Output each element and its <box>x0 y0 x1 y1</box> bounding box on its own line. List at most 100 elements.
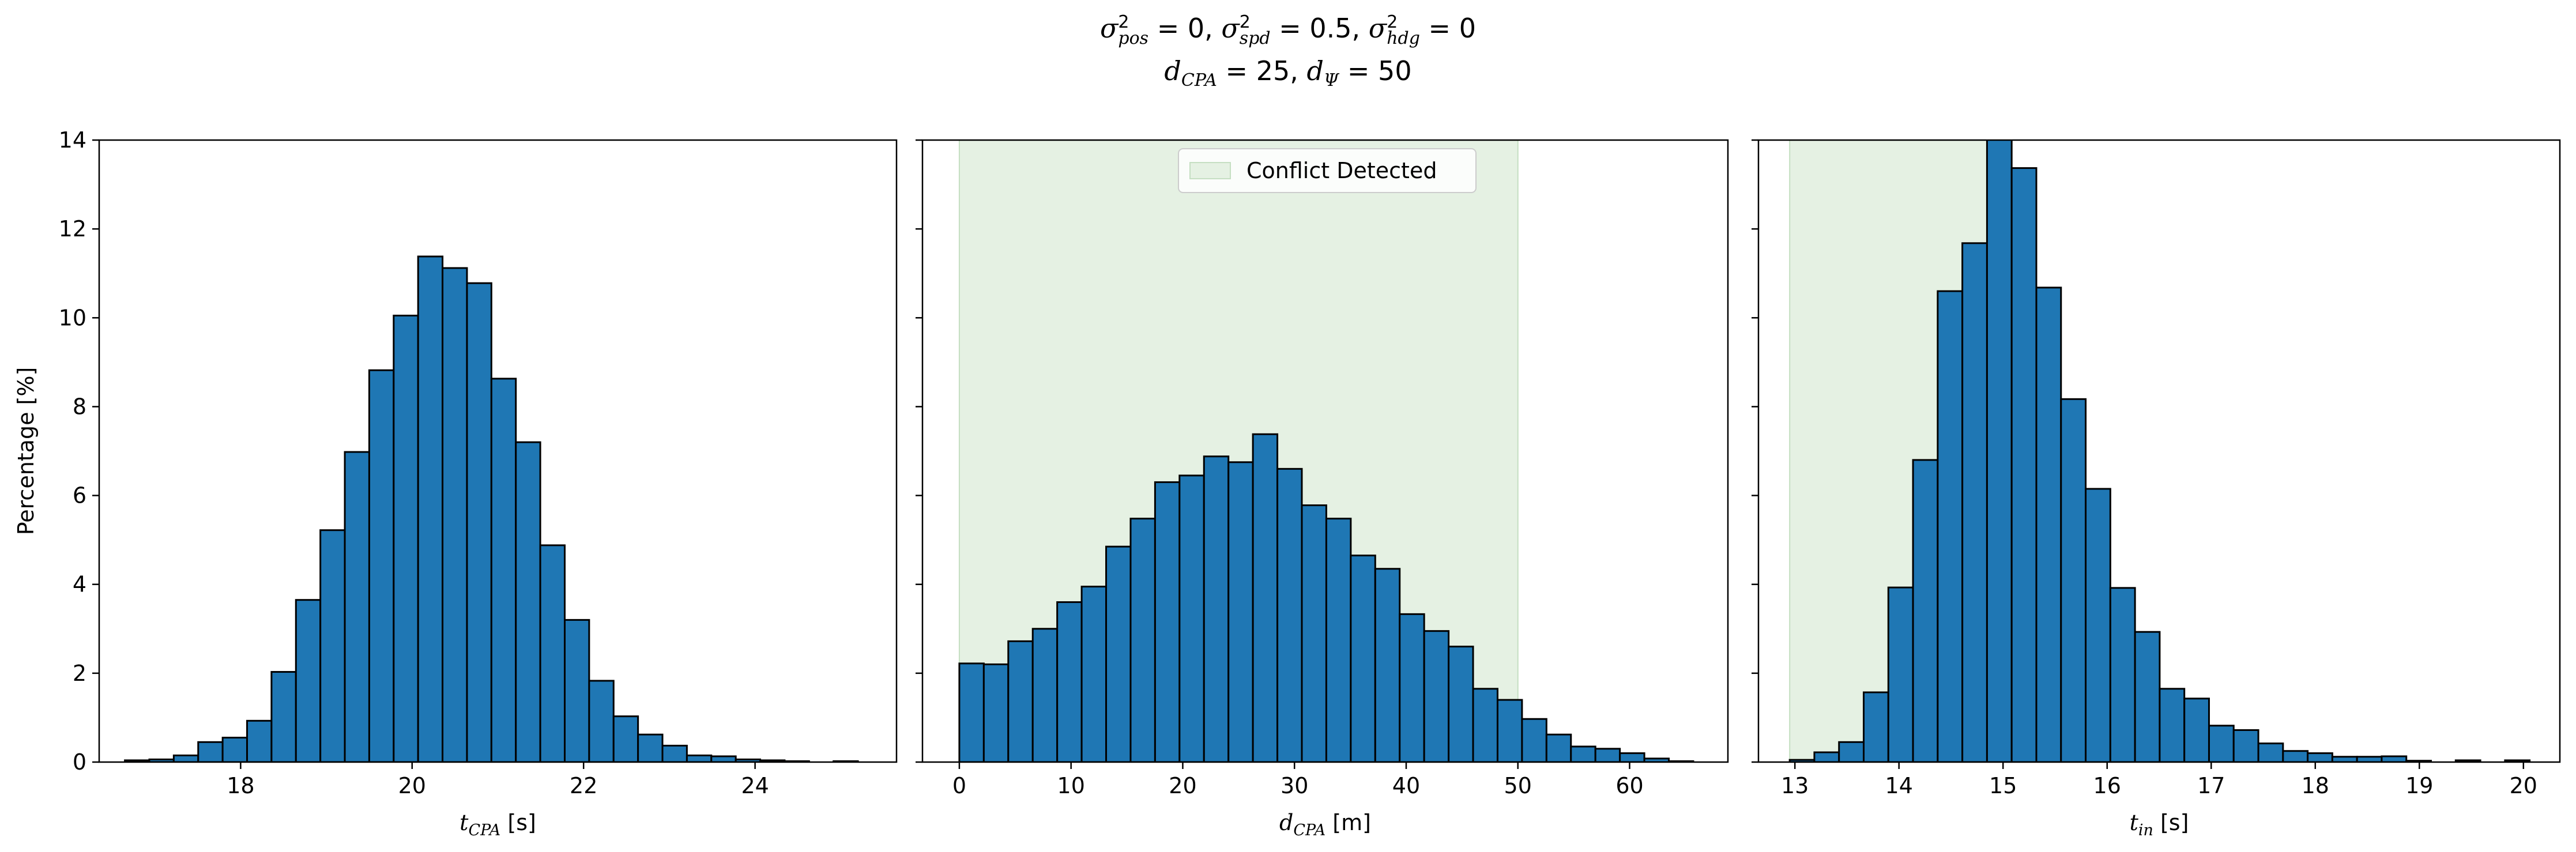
y-tick-label: 14 <box>59 127 86 153</box>
histogram-bar <box>197 741 224 762</box>
histogram-bar <box>1863 691 1889 762</box>
x-axis-label-1: tCPA [s] <box>460 810 536 839</box>
histogram-bar <box>612 715 639 762</box>
axes-frame-2 <box>921 139 1729 763</box>
histogram-bar <box>490 378 517 762</box>
histogram-bar <box>1619 752 1645 762</box>
histogram-bar <box>1570 745 1596 762</box>
histogram-bar <box>2307 752 2333 762</box>
title1-term-1: σ 2 spd = 0.5, <box>1221 12 1369 48</box>
axes-frame-1 <box>98 139 898 763</box>
x-tick-label: 60 <box>1615 773 1643 798</box>
histogram-bar <box>2010 167 2038 762</box>
y-tick-label: 0 <box>73 749 86 775</box>
x-tick-label: 18 <box>227 773 254 798</box>
histogram-bar <box>1080 586 1108 762</box>
histogram-bar <box>1105 545 1132 762</box>
x-tick-label: 18 <box>2302 773 2329 798</box>
histogram-bar <box>1301 504 1327 762</box>
histogram-bar <box>2134 631 2161 762</box>
histogram-bar <box>1129 518 1156 762</box>
histogram-bar <box>2331 756 2358 762</box>
histogram-bar <box>295 599 322 762</box>
legend-box <box>1178 148 1477 193</box>
plot-area-3 <box>1788 140 2531 762</box>
y-axis-label: Percentage [%] <box>13 367 39 536</box>
x-tick-label: 20 <box>2510 773 2537 798</box>
histogram-bar <box>1056 601 1083 762</box>
x-tick-label: 50 <box>1504 773 1532 798</box>
legend-label-conflict: Conflict Detected <box>1246 158 1437 183</box>
histogram-bar <box>1252 433 1279 762</box>
histogram-bar <box>2282 750 2309 762</box>
histogram-bar <box>1007 640 1034 762</box>
x-tick-label: 15 <box>1989 773 2017 798</box>
y-tick-label: 2 <box>73 661 86 686</box>
title2-term-1: dΨ = 50 <box>1306 55 1412 91</box>
histogram-bar <box>1912 459 1939 762</box>
histogram-bar <box>515 441 541 762</box>
x-tick-label: 22 <box>570 773 597 798</box>
x-tick-label: 16 <box>2093 773 2121 798</box>
x-tick-label: 24 <box>741 773 769 798</box>
histogram-bar <box>1545 733 1572 762</box>
histogram-bar <box>1961 242 1988 762</box>
legend-swatch-conflict <box>1189 162 1231 179</box>
x-tick-label: 20 <box>398 773 426 798</box>
y-tick-label: 8 <box>73 394 86 419</box>
histogram-bar <box>686 754 713 762</box>
histogram-bar <box>1838 741 1865 762</box>
histogram-bar <box>1986 140 2013 762</box>
histogram-bar <box>246 719 273 762</box>
plot-area-2 <box>958 140 1694 762</box>
histogram-bar <box>2183 698 2210 762</box>
histogram-bar <box>563 619 590 762</box>
histogram-bar <box>637 733 664 762</box>
y-tick-label: 4 <box>73 572 86 597</box>
histogram-bar <box>1813 751 1840 762</box>
histogram-bar <box>588 680 615 762</box>
histogram-bar <box>417 255 444 762</box>
figure-title-line-1: σ 2 pos = 0, σ 2 spd = 0.5, σ 2 hdg = 0 <box>0 13 2576 47</box>
histogram-bar <box>221 737 248 762</box>
x-tick-label: 13 <box>1781 773 1809 798</box>
histogram-bar <box>2035 286 2062 762</box>
histogram-bar <box>661 744 688 762</box>
histogram-bar <box>2060 398 2087 762</box>
histogram-bar <box>1887 586 1914 762</box>
histogram-bar <box>2356 756 2383 762</box>
histogram-bar <box>1178 474 1205 762</box>
x-tick-label: 30 <box>1281 773 1308 798</box>
x-tick-label: 40 <box>1392 773 1420 798</box>
histogram-bar <box>2109 587 2136 762</box>
x-axis-label-2: dCPA [m] <box>1279 810 1371 839</box>
histogram-bar <box>2159 688 2186 762</box>
histogram-bar <box>958 662 985 762</box>
x-axis-label-3: tin [s] <box>2130 810 2189 839</box>
histogram-bar <box>1276 468 1303 762</box>
histogram-bar <box>1423 630 1450 762</box>
histogram-bar <box>1350 555 1376 762</box>
title1-term-2: σ 2 hdg = 0 <box>1368 12 1476 48</box>
histogram-bar <box>1448 646 1474 762</box>
histogram-bar <box>393 314 419 762</box>
plot-area-1 <box>124 255 859 762</box>
histogram-bar <box>1496 699 1523 762</box>
histogram-bar <box>1227 461 1254 762</box>
x-tick-label: 10 <box>1057 773 1085 798</box>
x-tick-label: 17 <box>2197 773 2225 798</box>
histogram-bar <box>368 369 395 762</box>
histogram-bar <box>710 755 737 762</box>
histogram-bar <box>1472 688 1498 762</box>
histogram-bar <box>319 529 346 762</box>
x-tick-label: 19 <box>2405 773 2433 798</box>
title1-term-0: σ 2 pos = 0, <box>1100 12 1222 48</box>
histogram-bar <box>1374 568 1401 762</box>
y-tick-label: 6 <box>73 483 86 508</box>
figure-title-line-2: dCPA = 25, dΨ = 50 <box>0 55 2576 91</box>
histogram-bar <box>2208 725 2235 762</box>
histogram-bar <box>2257 742 2284 762</box>
